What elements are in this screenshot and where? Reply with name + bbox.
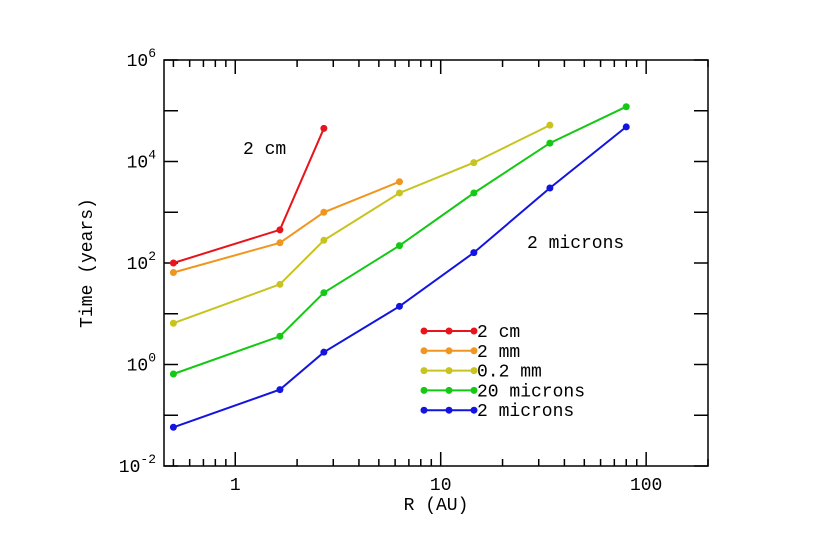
data-point: [169, 259, 177, 267]
data-point: [546, 121, 554, 129]
legend-swatch-marker: [445, 347, 453, 355]
data-point: [470, 189, 478, 197]
legend-swatch-marker: [470, 406, 478, 414]
data-point: [169, 268, 177, 276]
data-point: [470, 249, 478, 257]
series-layer: [169, 103, 630, 431]
legend-entry: 2 cm: [420, 323, 520, 343]
legend-label: 2 cm: [477, 323, 520, 343]
data-point: [546, 139, 554, 147]
x-tick-labels: 1 10 100: [230, 476, 663, 496]
data-point: [320, 208, 328, 216]
series-2-mm: [169, 178, 403, 276]
series-20-microns: [169, 103, 630, 378]
series-2-microns: [169, 123, 630, 431]
data-point: [276, 226, 284, 234]
x-axis-ticks: [172, 60, 709, 466]
y-tick-label: 102: [127, 249, 156, 275]
series-0-2-mm: [169, 121, 554, 327]
legend-swatch-marker: [420, 367, 428, 375]
legend-swatch-marker: [445, 406, 453, 414]
legend-entry: 2 microns: [420, 402, 574, 422]
legend-swatch-marker: [445, 367, 453, 375]
data-point: [546, 184, 554, 192]
data-point: [622, 103, 630, 111]
x-tick-label: 100: [630, 476, 662, 496]
y-tick-labels: 10-2 100 102 104 106: [119, 46, 156, 478]
legend-entry: 20 microns: [420, 382, 585, 402]
data-point: [276, 386, 284, 394]
legend-swatch-marker: [470, 367, 478, 375]
series-line: [173, 124, 551, 325]
annotation-2microns: 2 microns: [527, 234, 624, 254]
legend-swatch-marker: [420, 406, 428, 414]
data-point: [320, 236, 328, 244]
data-point: [276, 239, 284, 247]
x-axis-label: R (AU): [404, 496, 469, 516]
data-point: [395, 189, 403, 197]
data-point: [320, 348, 328, 356]
y-tick-label: 10-2: [119, 452, 156, 478]
plot-area: [163, 59, 709, 467]
series-2-cm: [169, 124, 328, 267]
legend-swatch-marker: [420, 327, 428, 335]
legend-label: 2 microns: [477, 402, 574, 422]
legend-label: 20 microns: [477, 382, 585, 402]
x-tick-label: 1: [230, 476, 241, 496]
data-point: [395, 242, 403, 250]
legend-swatch-marker: [470, 347, 478, 355]
data-point: [395, 178, 403, 186]
y-axis-label: Time (years): [78, 198, 98, 328]
y-axis-ticks: [164, 59, 708, 467]
legend-swatch-marker: [420, 347, 428, 355]
data-point: [395, 302, 403, 310]
legend-swatch-marker: [445, 386, 453, 394]
y-tick-label: 100: [127, 351, 156, 377]
legend-label: 0.2 mm: [477, 363, 542, 383]
legend-entry: 0.2 mm: [420, 363, 542, 383]
data-point: [169, 423, 177, 431]
data-point: [320, 124, 328, 132]
annotation-2cm: 2 cm: [243, 140, 286, 160]
legend-swatch-marker: [470, 327, 478, 335]
data-point: [169, 319, 177, 327]
y-tick-label: 104: [127, 148, 157, 174]
legend-swatch-marker: [470, 386, 478, 394]
data-point: [320, 289, 328, 297]
plot-frame: [163, 59, 709, 467]
data-point: [470, 159, 478, 167]
data-point: [169, 370, 177, 378]
legend-label: 2 mm: [477, 343, 520, 363]
series-line: [173, 180, 400, 274]
y-tick-label: 106: [127, 46, 156, 72]
data-point: [622, 123, 630, 131]
legend-entry: 2 mm: [420, 343, 520, 363]
data-point: [276, 280, 284, 288]
legend-swatch-marker: [445, 327, 453, 335]
x-tick-label: 10: [430, 476, 452, 496]
data-point: [276, 332, 284, 340]
legend-swatch-marker: [420, 386, 428, 394]
